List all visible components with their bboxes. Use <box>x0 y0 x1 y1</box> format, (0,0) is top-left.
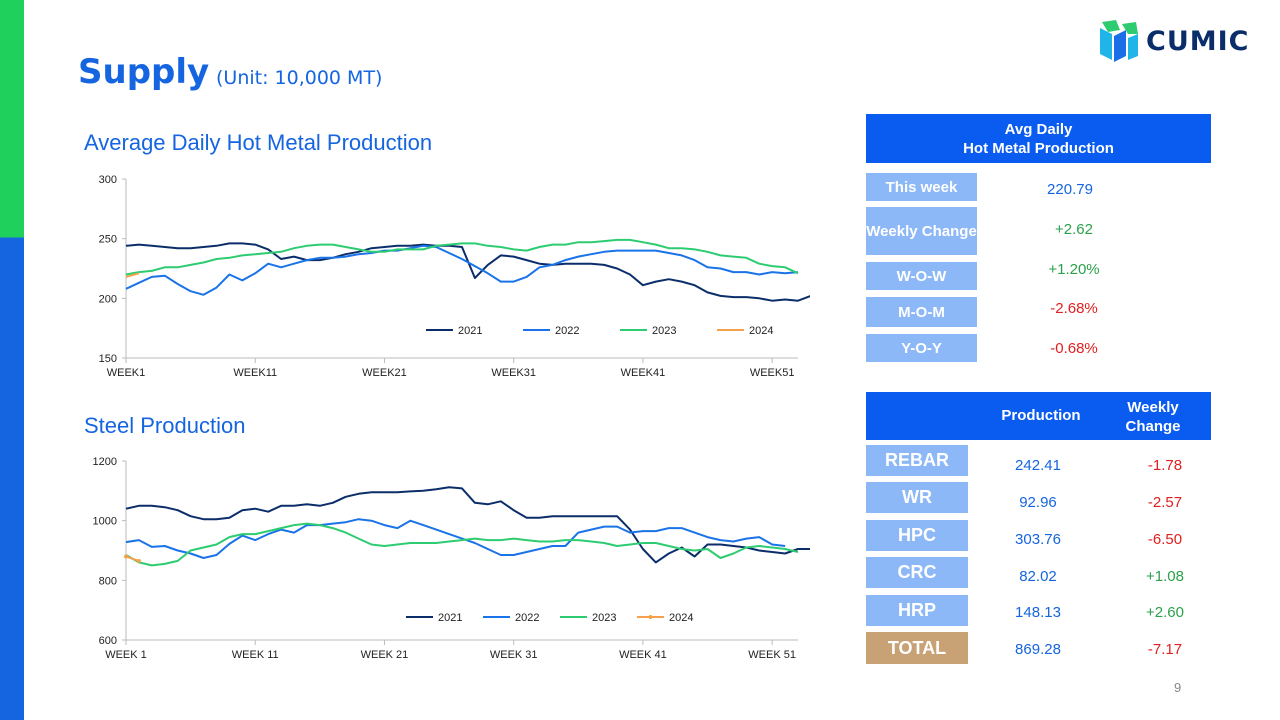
change-rebar: -1.78 <box>1147 457 1183 474</box>
page-number: 9 <box>1174 680 1182 695</box>
steel-table-header: Production Weekly Change <box>866 392 1211 440</box>
hot-metal-chart-title: Average Daily Hot Metal Production <box>84 130 433 155</box>
page-title: Supply <box>78 52 210 92</box>
change-crc: +1.08 <box>1146 568 1184 585</box>
y-tick-label: 200 <box>99 293 117 305</box>
row-label-yoy: Y-O-Y <box>866 334 977 362</box>
x-tick-label: WEEK 1 <box>105 649 147 661</box>
series-line-2024 <box>125 272 140 278</box>
x-tick-label: WEEK 21 <box>361 649 409 661</box>
x-tick-label: WEEK11 <box>233 367 277 379</box>
row-label-wr: WR <box>866 482 968 513</box>
hot-metal-table-header: Avg Daily Hot Metal Production <box>866 114 1211 163</box>
series-point-2024 <box>136 558 141 563</box>
legend-label-2022: 2022 <box>555 325 579 337</box>
legend-label-2024: 2024 <box>669 612 693 624</box>
production-rebar: 242.41 <box>1015 457 1061 474</box>
logo: CUMIC <box>1098 20 1268 72</box>
row-label-wow: W-O-W <box>866 262 977 290</box>
legend-label-2023: 2023 <box>592 612 616 624</box>
x-tick-label: WEEK41 <box>621 367 666 379</box>
row-label-crc: CRC <box>866 557 968 588</box>
col-header-production: Production <box>1001 407 1081 424</box>
value-wow: +1.20% <box>1048 261 1100 278</box>
logo-text: CUMIC <box>1146 26 1250 57</box>
y-tick-label: 600 <box>99 635 117 647</box>
legend-marker-2024 <box>648 615 653 619</box>
row-label-hpc: HPC <box>866 520 968 551</box>
y-tick-label: 250 <box>99 234 117 246</box>
x-tick-label: WEEK1 <box>107 367 146 379</box>
legend-label-2023: 2023 <box>652 325 676 337</box>
side-accent-bar <box>0 0 24 720</box>
row-label-hrp: HRP <box>866 595 968 626</box>
row-label-total: TOTAL <box>866 632 968 664</box>
steel-chart-title: Steel Production <box>84 413 246 438</box>
series-point-2024 <box>124 554 128 559</box>
production-hpc: 303.76 <box>1015 531 1061 548</box>
change-hpc: -6.50 <box>1147 531 1183 548</box>
y-tick-label: 300 <box>99 174 117 186</box>
x-tick-label: WEEK 41 <box>619 649 667 661</box>
y-tick-label: 1000 <box>93 516 117 528</box>
series-line-2023 <box>125 522 799 567</box>
row-label-this-week: This week <box>866 173 977 201</box>
production-total: 869.28 <box>1015 641 1061 658</box>
series-line-2022 <box>125 244 799 296</box>
unit-label: (Unit: 10,000 MT) <box>216 67 383 89</box>
row-label-rebar: REBAR <box>866 445 968 476</box>
logo-mark-icon <box>1100 20 1138 62</box>
col-header-weekly-change: Weekly Change <box>1125 399 1181 435</box>
production-hrp: 148.13 <box>1015 604 1061 621</box>
legend-label-2021: 2021 <box>458 325 482 337</box>
x-tick-label: WEEK 11 <box>232 649 279 661</box>
legend-label-2022: 2022 <box>515 612 539 624</box>
row-label-mom: M-O-M <box>866 297 977 327</box>
production-crc: 82.02 <box>1019 568 1057 585</box>
legend-label-2024: 2024 <box>749 325 773 337</box>
legend-label-2021: 2021 <box>438 612 462 624</box>
x-tick-label: WEEK21 <box>362 367 407 379</box>
series-line-2021 <box>125 486 810 564</box>
change-total: -7.17 <box>1147 641 1183 658</box>
value-yoy: -0.68% <box>1050 340 1098 357</box>
y-tick-label: 800 <box>99 575 117 587</box>
change-hrp: +2.60 <box>1146 604 1184 621</box>
steel-chart: 600 800 1000 1200 WEEK 1 WEEK 11 WEEK 21 WEEK 3… <box>93 456 810 661</box>
series-line-2024 <box>125 555 140 562</box>
y-tick-label: 150 <box>99 353 117 365</box>
series-line-2023 <box>125 238 799 276</box>
value-mom: -2.68% <box>1050 300 1098 317</box>
x-tick-label: WEEK 31 <box>490 649 538 661</box>
production-wr: 92.96 <box>1019 494 1057 511</box>
hot-metal-chart: 150 200 250 300 WEEK1 WEEK11 WEEK21 WEEK31 WEEK4… <box>99 174 810 379</box>
row-label-weekly-change: Weekly Change <box>866 207 977 255</box>
x-tick-label: WEEK51 <box>750 367 795 379</box>
x-tick-label: WEEK 51 <box>748 649 796 661</box>
x-tick-label: WEEK31 <box>491 367 536 379</box>
change-wr: -2.57 <box>1147 494 1183 511</box>
value-weekly-change: +2.62 <box>1055 221 1093 238</box>
y-tick-label: 1200 <box>93 456 117 468</box>
value-this-week: 220.79 <box>1047 181 1093 198</box>
series-line-2022 <box>125 518 786 559</box>
